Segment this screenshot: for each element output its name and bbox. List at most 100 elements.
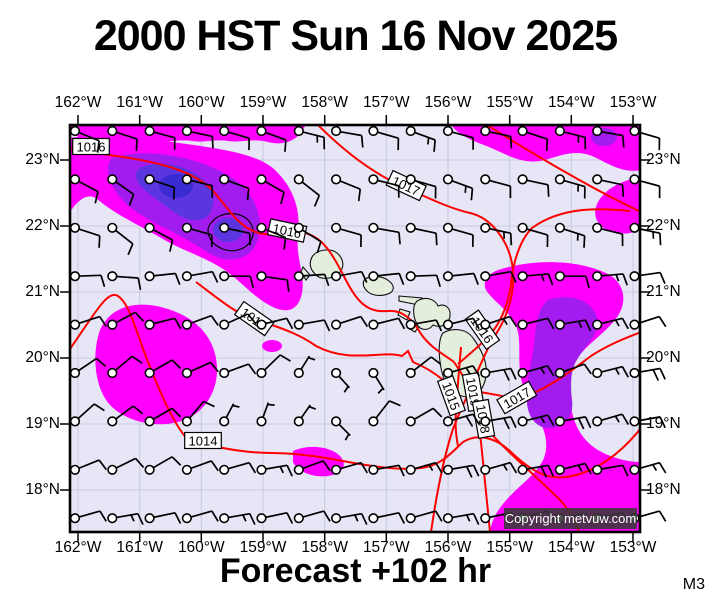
wind-barb — [107, 125, 138, 152]
wind-barb — [592, 222, 624, 247]
lon-label-bottom: 153°W — [609, 539, 657, 556]
wind-barb — [554, 462, 592, 475]
wind-barb — [256, 317, 294, 330]
wind-barb — [69, 510, 107, 524]
lat-label-left: 21°N — [25, 283, 60, 300]
wind-barb — [517, 222, 549, 247]
wind-barb — [629, 461, 667, 475]
wind-barb — [480, 125, 513, 149]
wind-barb — [256, 354, 291, 379]
wind-barb — [293, 319, 331, 332]
wind-barb — [480, 315, 518, 330]
lon-label-bottom: 154°W — [547, 539, 595, 556]
wind-barb — [293, 510, 331, 524]
wind-barb — [517, 317, 555, 330]
wind-barb — [293, 222, 322, 254]
wind-barb — [480, 367, 517, 381]
wind-barb — [331, 315, 369, 330]
isobar-line — [471, 331, 640, 401]
wind-barb — [442, 271, 479, 285]
wind-barb — [368, 174, 400, 198]
wind-barb — [517, 414, 555, 427]
wind-barb — [442, 365, 480, 379]
wind-barb — [144, 222, 174, 252]
wind-barb — [480, 270, 517, 283]
wind-barb — [554, 174, 586, 199]
wind-barb — [219, 512, 256, 525]
lat-label-right: 20°N — [646, 349, 681, 366]
wind-barb — [256, 511, 294, 524]
wind-barb — [331, 367, 351, 393]
wind-barb — [368, 511, 406, 524]
lon-label-top: 153°W — [609, 94, 657, 111]
island-kauai — [309, 249, 344, 279]
wind-barb — [554, 319, 592, 332]
wind-barb — [69, 174, 99, 204]
wind-barb — [442, 413, 480, 427]
isobar-label: 1016 — [72, 137, 110, 156]
wind-barb — [293, 174, 321, 207]
lon-label-top: 162°W — [54, 94, 102, 111]
wind-barb — [554, 271, 590, 289]
wind-barb — [442, 222, 474, 247]
wind-barb — [107, 512, 144, 525]
wind-barb — [181, 400, 215, 427]
wind-barb — [554, 125, 587, 150]
wind-barb — [144, 511, 182, 524]
lat-label-left: 23°N — [25, 151, 60, 168]
wind-barb — [405, 174, 437, 199]
lat-label-right: 19°N — [646, 415, 681, 432]
precip-area-l1 — [262, 340, 282, 352]
wind-barb — [181, 270, 219, 283]
isobar-label: 1014 — [184, 431, 222, 450]
wind-barb — [629, 416, 666, 429]
island-niihau — [300, 265, 311, 281]
wind-barb — [442, 317, 480, 330]
wind-barb — [368, 271, 405, 285]
wind-barb — [107, 405, 144, 427]
wind-barb — [517, 464, 555, 478]
lon-label-bottom: 155°W — [486, 539, 534, 556]
wind-barb — [181, 222, 213, 247]
wind-barb — [405, 271, 442, 288]
wind-barb-field — [69, 125, 667, 526]
wind-barb — [629, 125, 661, 151]
lat-label-right: 22°N — [646, 217, 681, 234]
wind-barb — [107, 174, 135, 206]
wind-barb — [256, 402, 275, 427]
wind-barb — [331, 512, 368, 525]
isobar-line — [70, 148, 283, 236]
wind-barb — [181, 361, 219, 379]
wind-barb — [144, 317, 182, 330]
wind-barb — [554, 416, 592, 430]
wind-barb — [256, 174, 285, 205]
wind-barb — [181, 510, 219, 524]
wind-barb — [181, 174, 214, 198]
wind-barb — [480, 416, 517, 430]
wind-barb — [219, 461, 257, 475]
wind-barb — [293, 460, 331, 475]
isobar-line — [430, 339, 493, 532]
wind-barb — [517, 174, 550, 197]
lon-label-bottom: 162°W — [54, 539, 102, 556]
wind-barb — [107, 222, 134, 256]
wind-barb — [405, 510, 443, 524]
wind-barb — [331, 461, 369, 475]
wind-barb — [144, 407, 182, 427]
wind-barb — [144, 174, 176, 200]
lat-label-left: 18°N — [25, 481, 60, 498]
wind-barb — [331, 222, 362, 247]
wind-barb — [69, 125, 100, 153]
lon-label-bottom: 161°W — [116, 539, 164, 556]
wind-barb — [405, 319, 443, 332]
isobar-line — [317, 125, 515, 341]
wind-barb — [107, 457, 145, 475]
wind-barb — [331, 125, 364, 148]
wind-barb — [256, 271, 290, 292]
wind-barb — [368, 400, 401, 427]
lon-label-bottom: 159°W — [239, 539, 287, 556]
wind-barb — [629, 315, 667, 330]
wind-barb — [480, 222, 513, 246]
wind-barb — [181, 314, 219, 330]
